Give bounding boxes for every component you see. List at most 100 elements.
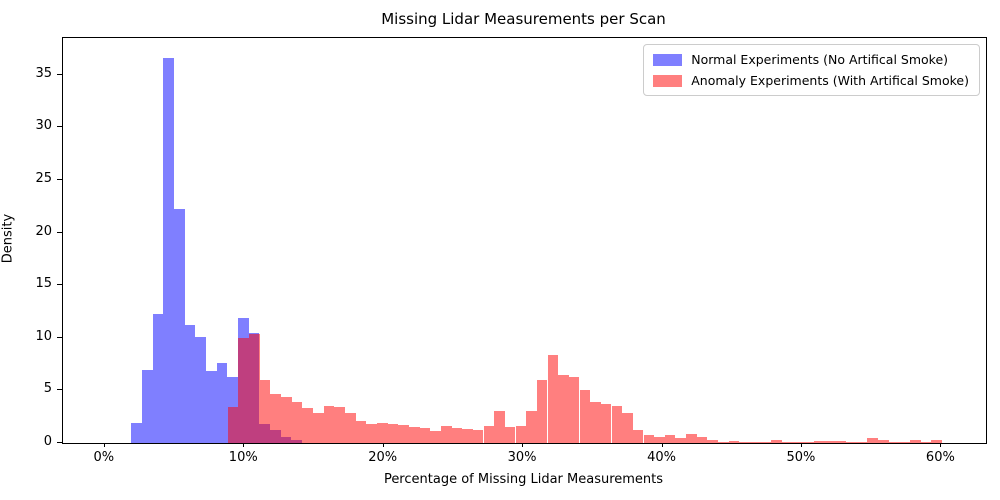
histogram-bar [664,435,676,443]
histogram-bar [504,427,516,443]
legend-entry-normal: Normal Experiments (No Artifical Smoke) [653,52,969,67]
histogram-bar [696,436,708,443]
x-tick-mark [800,443,802,447]
histogram-bar [622,412,633,443]
y-tick-mark [57,179,62,180]
y-axis-label: Density [0,213,16,264]
histogram-bar [899,441,911,443]
histogram-bar [824,440,836,443]
x-tick-mark [661,443,663,447]
histogram-bar [152,313,164,443]
plot-area: Normal Experiments (No Artifical Smoke) … [62,37,987,444]
legend-entry-anomaly: Anomaly Experiments (With Artifical Smok… [653,73,969,88]
histogram-bar [686,434,697,443]
histogram-bar [654,437,665,443]
x-tick-label: 0% [93,450,115,465]
histogram-bar [440,426,452,443]
histogram-bar [707,439,719,443]
histogram-bar [419,428,431,443]
histogram-bar [590,401,601,443]
histogram-bar [195,336,206,443]
histogram-bar [227,407,239,443]
y-tick-mark [57,336,62,338]
histogram-bar [376,423,388,443]
y-tick-label: 5 [43,381,52,397]
histogram-bar [526,411,537,443]
histogram-bar [579,390,591,443]
histogram-bar [184,325,196,443]
histogram-bar [803,442,815,443]
histogram-layer-anomaly [63,38,986,443]
histogram-bar [888,441,900,443]
legend-swatch-anomaly [653,74,683,87]
y-tick-label: 0 [43,434,52,449]
histogram-bar [920,441,932,443]
y-tick-mark [57,389,62,391]
y-tick-label: 10 [35,328,52,344]
histogram-bar [291,401,303,443]
histogram-bar [430,431,441,443]
histogram-bar [270,393,281,443]
histogram-bar [141,370,153,443]
x-tick-mark [382,443,384,447]
histogram-bar [483,426,495,443]
histogram-bar [792,442,804,443]
histogram-bar [259,379,271,443]
histogram-bar [878,439,889,443]
histogram-bar [163,58,174,443]
histogram-bar [536,379,548,443]
histogram-bar [462,429,473,443]
histogram-bar [568,376,580,443]
histogram-bar [494,411,505,443]
histogram-bar [771,440,783,443]
histogram-bar [910,440,921,443]
y-tick-mark [57,126,62,128]
histogram-bar [205,371,217,443]
histogram-bar [611,406,623,443]
histogram-bar [675,437,687,443]
histogram-bar [366,424,377,443]
x-axis-label: Percentage of Missing Lidar Measurements [383,472,664,487]
histogram-bar [451,428,463,443]
histogram-bar [750,442,761,443]
x-tick-mark [243,443,245,447]
x-tick-label: 20% [368,450,398,465]
histogram-bar [387,423,399,443]
histogram-bar [814,441,825,443]
legend-swatch-normal [653,53,683,66]
legend-label-normal: Normal Experiments (No Artifical Smoke) [691,52,949,67]
x-tick-label: 30% [507,450,537,465]
histogram-bar [408,427,420,443]
legend-label-anomaly: Anomaly Experiments (With Artifical Smok… [691,73,969,88]
histogram-bar [718,441,729,443]
histogram-bar [728,441,740,443]
histogram-bar [760,441,772,443]
histogram-bar [835,441,847,443]
histogram-bar [558,374,569,443]
y-tick-label: 15 [35,276,52,292]
y-tick-mark [57,73,62,75]
histogram-bar [334,407,345,443]
x-tick-mark [522,443,524,447]
histogram-bar [238,337,249,443]
histogram-bar [632,430,644,443]
y-tick-mark [57,284,62,286]
histogram-bar [846,441,857,443]
histogram-bar [216,363,228,443]
histogram-bar [312,412,324,443]
x-tick-label: 60% [925,450,955,465]
y-tick-label: 20 [35,223,52,239]
histogram-bar [643,434,655,443]
histogram-bar [856,441,868,443]
y-tick-mark [57,231,62,233]
y-tick-label: 30 [35,118,52,134]
histogram-bar [931,439,943,443]
histogram-bar [472,430,484,443]
histogram-bar [302,408,313,443]
y-tick-label: 35 [35,65,52,81]
histogram-bar [173,209,185,443]
y-tick-label: 25 [35,171,52,186]
x-tick-mark [103,443,105,447]
histogram-bar [398,424,409,443]
histogram-bar [600,404,612,443]
